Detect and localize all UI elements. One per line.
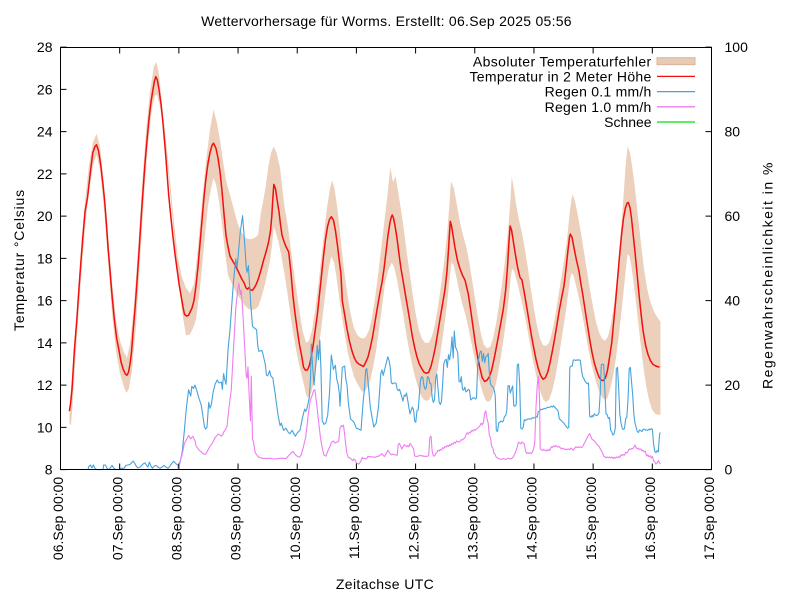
svg-text:11.Sep 00:00: 11.Sep 00:00 — [346, 477, 362, 559]
svg-text:Temperatur in 2 Meter Höhe: Temperatur in 2 Meter Höhe — [469, 69, 651, 85]
svg-text:Wettervorhersage für Worms. Er: Wettervorhersage für Worms. Erstellt: 06… — [201, 13, 572, 29]
svg-text:08.Sep 00:00: 08.Sep 00:00 — [169, 477, 185, 561]
svg-text:10: 10 — [37, 420, 53, 436]
svg-text:60: 60 — [725, 208, 741, 224]
svg-text:80: 80 — [725, 124, 741, 140]
svg-text:Zeitachse UTC: Zeitachse UTC — [336, 576, 434, 592]
svg-text:Regen 0.1 mm/h: Regen 0.1 mm/h — [545, 84, 652, 100]
svg-text:0: 0 — [725, 462, 733, 478]
svg-text:07.Sep 00:00: 07.Sep 00:00 — [109, 477, 125, 561]
svg-text:Schnee: Schnee — [604, 114, 652, 130]
svg-text:09.Sep 00:00: 09.Sep 00:00 — [228, 477, 244, 561]
svg-text:15.Sep 00:00: 15.Sep 00:00 — [583, 477, 599, 561]
svg-text:13.Sep 00:00: 13.Sep 00:00 — [465, 477, 481, 561]
svg-text:20: 20 — [725, 377, 741, 393]
svg-text:12.Sep 00:00: 12.Sep 00:00 — [405, 477, 421, 561]
svg-text:26: 26 — [37, 82, 53, 98]
svg-text:12: 12 — [37, 377, 53, 393]
svg-text:40: 40 — [725, 293, 741, 309]
svg-text:17.Sep 00:00: 17.Sep 00:00 — [701, 477, 717, 561]
svg-text:28: 28 — [37, 39, 53, 55]
svg-text:16.Sep 00:00: 16.Sep 00:00 — [642, 477, 658, 561]
svg-text:10.Sep 00:00: 10.Sep 00:00 — [287, 477, 303, 561]
svg-text:06.Sep 00:00: 06.Sep 00:00 — [50, 477, 66, 561]
svg-text:20: 20 — [37, 208, 53, 224]
svg-text:Regen 1.0 mm/h: Regen 1.0 mm/h — [545, 99, 652, 115]
svg-text:14.Sep 00:00: 14.Sep 00:00 — [524, 477, 540, 561]
svg-text:22: 22 — [37, 166, 53, 182]
svg-text:16: 16 — [37, 293, 53, 309]
svg-text:18: 18 — [37, 251, 53, 267]
svg-text:Temperatur °Celsius: Temperatur °Celsius — [11, 189, 27, 331]
svg-text:8: 8 — [45, 462, 53, 478]
svg-text:24: 24 — [37, 124, 53, 140]
svg-text:14: 14 — [37, 335, 53, 351]
svg-text:100: 100 — [725, 39, 749, 55]
svg-text:Regenwahrscheinlichkeit in %: Regenwahrscheinlichkeit in % — [760, 161, 776, 389]
svg-text:Absoluter Temperaturfehler: Absoluter Temperaturfehler — [473, 53, 652, 69]
